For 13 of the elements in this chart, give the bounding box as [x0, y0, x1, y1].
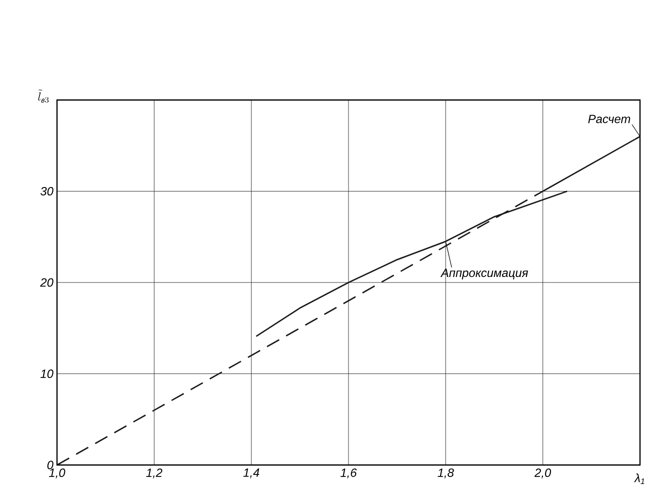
y-axis-title: $\tilde{l}_{\mbox{\scriptsize в}3}$	[38, 90, 49, 103]
x-tick-label: 1,2	[146, 468, 162, 478]
x-axis-title: λ$_{1}$	[634, 474, 644, 484]
series-label: Расчет	[588, 114, 630, 124]
y-tick-label: 30	[40, 187, 54, 196]
x-tick-label: 1,8	[438, 468, 454, 478]
y-tick-label: 10	[40, 370, 54, 378]
x-tick-label: 1,4	[243, 468, 260, 478]
x-tick-label: 1,6	[340, 468, 357, 478]
y-tick-label: 0	[47, 460, 54, 470]
x-tick-label: 2,0	[534, 468, 552, 478]
y-tick-label: 20	[40, 278, 54, 287]
x-tick-label: 1,0	[49, 468, 66, 478]
